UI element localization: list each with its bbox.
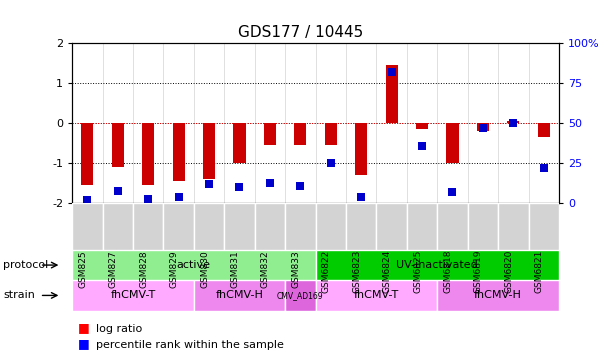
Bar bbox=[172, 123, 185, 181]
FancyBboxPatch shape bbox=[316, 203, 346, 250]
Point bbox=[82, 197, 92, 203]
FancyBboxPatch shape bbox=[72, 203, 103, 250]
Bar bbox=[233, 123, 246, 163]
Bar bbox=[203, 123, 215, 179]
Point bbox=[113, 188, 123, 193]
Text: GSM833: GSM833 bbox=[291, 250, 300, 288]
Text: GSM828: GSM828 bbox=[139, 250, 148, 287]
Bar bbox=[81, 123, 93, 185]
Text: protocol: protocol bbox=[3, 260, 48, 270]
Point bbox=[174, 194, 183, 200]
Text: GDS177 / 10445: GDS177 / 10445 bbox=[238, 25, 363, 40]
FancyBboxPatch shape bbox=[224, 203, 255, 250]
Text: percentile rank within the sample: percentile rank within the sample bbox=[96, 340, 284, 350]
Point bbox=[448, 189, 457, 195]
Point bbox=[234, 185, 244, 190]
Point bbox=[508, 120, 518, 126]
Point bbox=[144, 196, 153, 201]
Bar bbox=[416, 123, 428, 129]
Bar bbox=[538, 123, 550, 137]
Text: fhCMV-T: fhCMV-T bbox=[354, 290, 399, 301]
Bar bbox=[385, 65, 398, 123]
FancyBboxPatch shape bbox=[194, 203, 224, 250]
Bar bbox=[112, 123, 124, 167]
Point bbox=[204, 181, 214, 187]
Text: strain: strain bbox=[3, 290, 35, 301]
Bar bbox=[447, 123, 459, 163]
Text: GSM6821: GSM6821 bbox=[535, 250, 544, 293]
Bar bbox=[355, 123, 367, 175]
Text: GSM6820: GSM6820 bbox=[504, 250, 513, 293]
Text: GSM6818: GSM6818 bbox=[444, 250, 453, 293]
Text: fhCMV-T: fhCMV-T bbox=[111, 290, 156, 301]
Bar bbox=[507, 121, 519, 123]
Point bbox=[326, 160, 335, 166]
FancyBboxPatch shape bbox=[72, 280, 194, 311]
Point bbox=[387, 69, 397, 75]
Text: GSM6824: GSM6824 bbox=[383, 250, 392, 293]
Bar bbox=[264, 123, 276, 145]
FancyBboxPatch shape bbox=[438, 203, 468, 250]
FancyBboxPatch shape bbox=[133, 203, 163, 250]
FancyBboxPatch shape bbox=[528, 203, 559, 250]
Point bbox=[265, 180, 275, 185]
Text: GSM831: GSM831 bbox=[230, 250, 239, 288]
Text: GSM825: GSM825 bbox=[78, 250, 87, 287]
FancyBboxPatch shape bbox=[163, 203, 194, 250]
Point bbox=[356, 194, 366, 200]
Point bbox=[296, 183, 305, 188]
Bar bbox=[477, 123, 489, 131]
Point bbox=[478, 125, 487, 131]
Text: GSM6825: GSM6825 bbox=[413, 250, 422, 293]
FancyBboxPatch shape bbox=[498, 203, 528, 250]
FancyBboxPatch shape bbox=[316, 280, 438, 311]
FancyBboxPatch shape bbox=[438, 280, 559, 311]
Text: GSM6819: GSM6819 bbox=[474, 250, 483, 293]
FancyBboxPatch shape bbox=[72, 250, 316, 280]
FancyBboxPatch shape bbox=[468, 203, 498, 250]
FancyBboxPatch shape bbox=[285, 203, 316, 250]
FancyBboxPatch shape bbox=[285, 280, 316, 311]
FancyBboxPatch shape bbox=[346, 203, 376, 250]
Text: GSM827: GSM827 bbox=[109, 250, 118, 287]
Bar bbox=[325, 123, 337, 145]
Text: ■: ■ bbox=[78, 337, 90, 350]
FancyBboxPatch shape bbox=[194, 280, 285, 311]
Point bbox=[539, 165, 549, 171]
FancyBboxPatch shape bbox=[407, 203, 438, 250]
Point bbox=[417, 143, 427, 149]
Text: fhCMV-H: fhCMV-H bbox=[474, 290, 522, 301]
Text: UV-inactivated: UV-inactivated bbox=[396, 260, 478, 270]
Bar bbox=[294, 123, 307, 145]
FancyBboxPatch shape bbox=[376, 203, 407, 250]
FancyBboxPatch shape bbox=[316, 250, 559, 280]
FancyBboxPatch shape bbox=[255, 203, 285, 250]
Text: ■: ■ bbox=[78, 321, 90, 334]
Text: CMV_AD169: CMV_AD169 bbox=[277, 291, 323, 300]
Text: active: active bbox=[177, 260, 211, 270]
Bar bbox=[142, 123, 154, 185]
Text: GSM6822: GSM6822 bbox=[322, 250, 331, 293]
Text: GSM829: GSM829 bbox=[169, 250, 178, 287]
Text: GSM6823: GSM6823 bbox=[352, 250, 361, 293]
Text: log ratio: log ratio bbox=[96, 324, 142, 334]
Text: GSM830: GSM830 bbox=[200, 250, 209, 288]
Text: GSM832: GSM832 bbox=[261, 250, 270, 287]
FancyBboxPatch shape bbox=[103, 203, 133, 250]
Text: fhCMV-H: fhCMV-H bbox=[216, 290, 263, 301]
